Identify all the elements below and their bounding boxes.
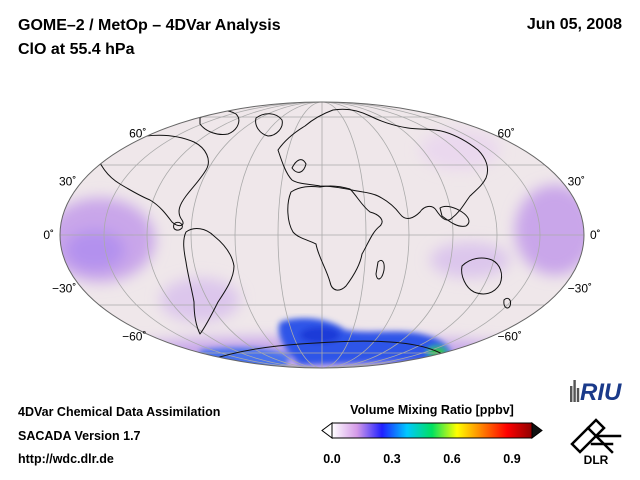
latitude-label-right: −30˚: [568, 282, 592, 296]
colorbar-tick-label: 0.6: [443, 452, 461, 466]
globe-outline: [59, 101, 585, 369]
latitude-label-left: −60˚: [122, 329, 146, 343]
title-line2: ClO at 55.4 hPa: [18, 41, 135, 58]
latitude-label-right: 30˚: [568, 174, 585, 188]
dlr-logo: DLR: [570, 418, 622, 466]
latitude-label-left: 60˚: [129, 127, 146, 141]
colorbar-tick-label: 0.0: [323, 452, 341, 466]
latitude-label-left: 30˚: [59, 174, 76, 188]
colorbar-tick-label: 0.9: [503, 452, 521, 466]
riu-logo: RIU: [570, 379, 622, 404]
footer-url: http://wdc.dlr.de: [18, 452, 114, 466]
latitude-labels: 60˚ 60˚ 30˚ 30˚ 0˚ 0˚ −30˚ −30˚ −60˚ −60˚: [43, 127, 600, 344]
colorbar-title: Volume Mixing Ratio [ppbv]: [350, 403, 514, 417]
latitude-label-left: −30˚: [52, 282, 76, 296]
footer-line2: SACADA Version 1.7: [18, 429, 141, 443]
title-line1: GOME–2 / MetOp – 4DVar Analysis: [18, 17, 281, 34]
colorbar-gradient: [331, 422, 533, 439]
coastlines: [94, 108, 511, 361]
map-figure: 60˚ 60˚ 30˚ 30˚ 0˚ 0˚ −30˚ −30˚ −60˚ −60˚: [43, 101, 601, 369]
graticule: [60, 102, 584, 368]
latitude-label-left: 0˚: [43, 228, 54, 242]
latitude-label-right: 0˚: [590, 228, 601, 242]
latitude-label-right: −60˚: [498, 329, 522, 343]
dlr-logo-text: DLR: [584, 453, 609, 466]
latitude-label-right: 60˚: [498, 127, 515, 141]
footer-line1: 4DVar Chemical Data Assimilation: [18, 405, 221, 419]
colorbar-under-arrow: [321, 422, 333, 439]
riu-logo-text: RIU: [580, 379, 622, 404]
colorbar-tick-label: 0.3: [383, 452, 401, 466]
date-label: Jun 05, 2008: [526, 16, 622, 33]
colorbar-over-arrow: [531, 422, 543, 439]
